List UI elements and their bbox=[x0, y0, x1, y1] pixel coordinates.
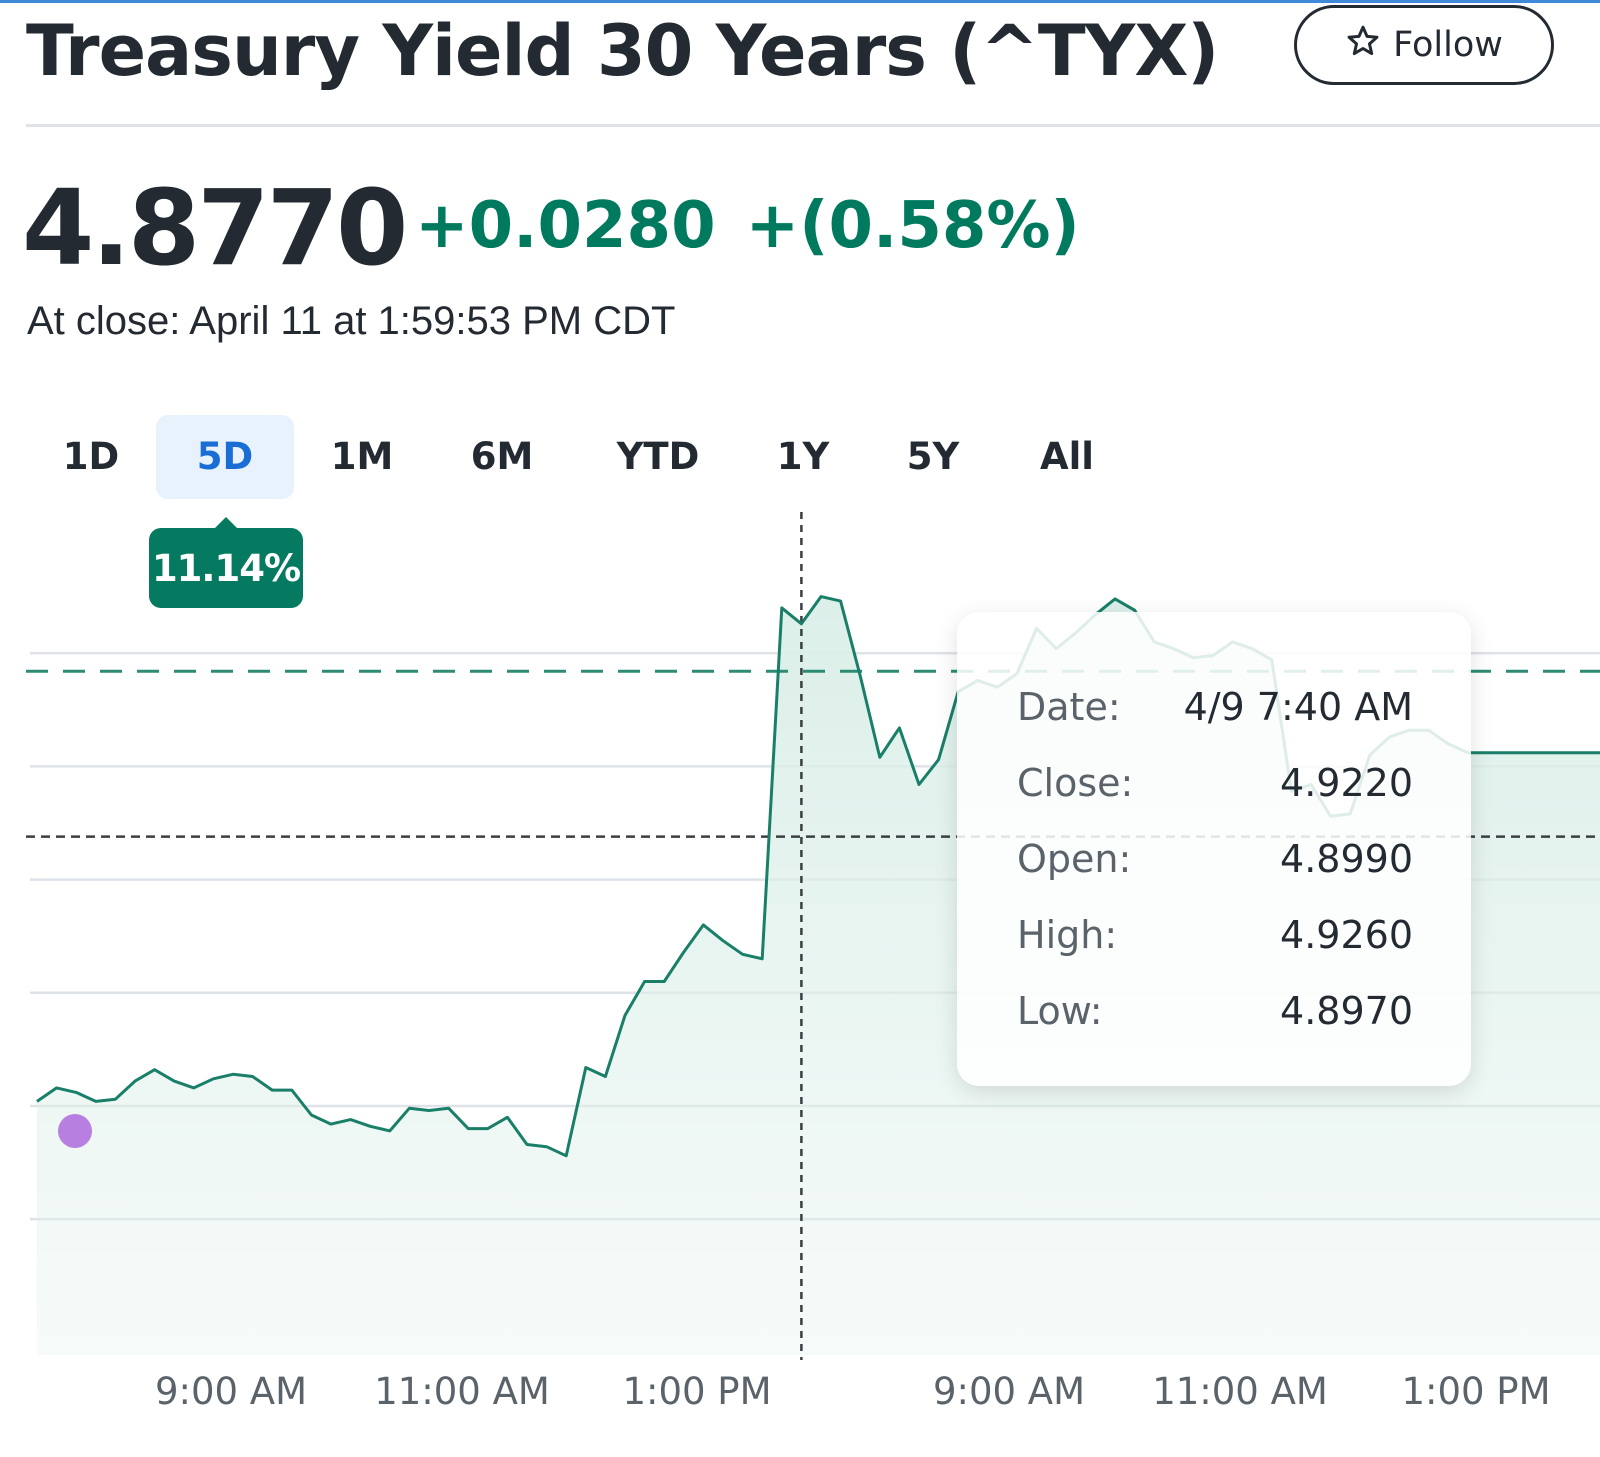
tooltip-close-value: 4.9220 bbox=[1280, 761, 1413, 805]
x-tick-label: 11:00 AM bbox=[374, 1370, 550, 1413]
market-close-info: At close: April 11 at 1:59:53 PM CDT bbox=[27, 299, 676, 343]
follow-label: Follow bbox=[1393, 25, 1503, 65]
chart-tooltip: Date: 4/9 7:40 AM Close: 4.9220 Open: 4.… bbox=[957, 612, 1471, 1086]
tooltip-row-date: Date: 4/9 7:40 AM bbox=[1017, 682, 1413, 732]
change-percent: +(0.58%) bbox=[745, 189, 1080, 263]
tooltip-row-low: Low: 4.8970 bbox=[1017, 986, 1413, 1036]
range-tab-6m[interactable]: 6M bbox=[470, 435, 534, 478]
x-tick-label: 1:00 PM bbox=[622, 1370, 772, 1413]
tooltip-open-label: Open: bbox=[1017, 837, 1132, 881]
range-tab-1m[interactable]: 1M bbox=[330, 435, 394, 478]
tooltip-high-label: High: bbox=[1017, 913, 1118, 957]
range-tab-all[interactable]: All bbox=[1039, 435, 1094, 478]
event-marker bbox=[58, 1114, 92, 1148]
x-tick-label: 9:00 AM bbox=[932, 1370, 1086, 1413]
range-tab-ytd[interactable]: YTD bbox=[616, 435, 700, 478]
range-change-badge: 11.14% bbox=[149, 517, 303, 608]
tooltip-row-open: Open: 4.8990 bbox=[1017, 834, 1413, 884]
range-tab-5d[interactable]: 5D bbox=[156, 415, 294, 499]
range-tab-1y[interactable]: 1Y bbox=[776, 435, 830, 478]
tooltip-date-label: Date: bbox=[1017, 685, 1121, 729]
tooltip-low-value: 4.8970 bbox=[1280, 989, 1413, 1033]
x-tick-label: 9:00 AM bbox=[154, 1370, 308, 1413]
star-icon bbox=[1345, 23, 1381, 68]
top-accent-rule bbox=[0, 0, 1600, 3]
page-title: Treasury Yield 30 Years (^TYX) bbox=[26, 10, 1219, 92]
tooltip-open-value: 4.8990 bbox=[1280, 837, 1413, 881]
x-tick-label: 1:00 PM bbox=[1401, 1370, 1551, 1413]
price-change: +0.0280 +(0.58%) bbox=[415, 186, 1080, 266]
tooltip-date-value: 4/9 7:40 AM bbox=[1183, 685, 1413, 729]
tooltip-low-label: Low: bbox=[1017, 989, 1103, 1033]
tooltip-high-value: 4.9260 bbox=[1280, 913, 1413, 957]
change-value: +0.0280 bbox=[415, 189, 716, 263]
range-tabs: 1D 5D 1M 6M YTD 1Y 5Y All bbox=[0, 415, 1200, 499]
tooltip-row-close: Close: 4.9220 bbox=[1017, 758, 1413, 808]
range-tab-1d[interactable]: 1D bbox=[62, 435, 120, 478]
tooltip-close-label: Close: bbox=[1017, 761, 1134, 805]
header-divider bbox=[26, 124, 1600, 127]
follow-button[interactable]: Follow bbox=[1294, 5, 1554, 85]
x-tick-label: 11:00 AM bbox=[1152, 1370, 1328, 1413]
tooltip-row-high: High: 4.9260 bbox=[1017, 910, 1413, 960]
range-tab-5y[interactable]: 5Y bbox=[906, 435, 960, 478]
current-price: 4.8770 bbox=[22, 167, 408, 289]
